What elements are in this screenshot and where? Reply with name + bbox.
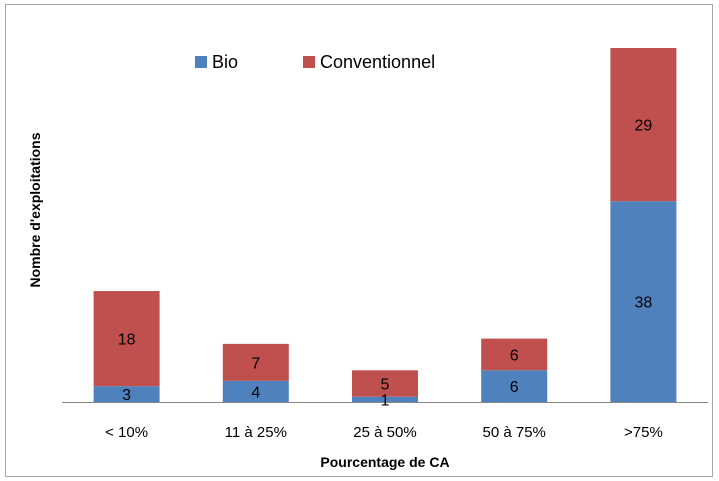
bar-bio-4 — [610, 201, 677, 402]
legend-label-conventionnel: Conventionnel — [320, 52, 435, 72]
bar-bio-2 — [352, 396, 418, 402]
x-axis-title: Pourcentage de CA — [320, 454, 449, 470]
legend-swatch-conventionnel — [303, 56, 315, 68]
bar-conventionnel-3 — [481, 338, 548, 371]
legend: Bio Conventionnel — [195, 52, 435, 72]
x-tick-label-4: >75% — [624, 424, 663, 441]
data-label-bio-4: 38 — [635, 295, 653, 312]
data-label-conventionnel-3: 6 — [510, 347, 519, 364]
legend-label-bio: Bio — [212, 52, 238, 72]
data-label-bio-3: 6 — [510, 379, 519, 396]
data-label-conventionnel-2: 5 — [381, 377, 390, 394]
bar-conventionnel-0 — [93, 291, 160, 387]
bar-bio-1 — [222, 380, 289, 402]
chart-frame — [5, 4, 713, 477]
bar-bio-3 — [481, 370, 548, 402]
legend-swatch-bio — [195, 56, 207, 68]
data-label-bio-0: 3 — [122, 387, 131, 404]
x-tick-labels: < 10% 11 à 25% 25 à 50% 50 à 75% >75% — [105, 424, 663, 441]
data-label-conventionnel-0: 18 — [118, 332, 136, 349]
data-label-conventionnel-1: 7 — [251, 355, 260, 372]
data-label-bio-1: 4 — [251, 384, 260, 401]
bar-bio-0 — [93, 386, 160, 402]
x-tick-label-3: 50 à 75% — [483, 424, 546, 441]
bar-conventionnel-2 — [352, 370, 418, 397]
data-label-bio-2: 1 — [381, 392, 390, 409]
x-tick-label-0: < 10% — [105, 424, 148, 441]
data-labels: 3 18 4 7 15 6 6 38 29 — [118, 118, 653, 410]
x-tick-label-2: 25 à 50% — [353, 424, 416, 441]
x-tick-label-1: 11 à 25% — [225, 424, 287, 441]
y-axis-title: Nombre d'exploitations — [27, 132, 43, 287]
bar-conventionnel-1 — [222, 343, 289, 381]
data-label-conventionnel-4: 29 — [635, 118, 653, 135]
bars-group — [93, 48, 677, 402]
bar-conventionnel-4 — [610, 48, 677, 202]
